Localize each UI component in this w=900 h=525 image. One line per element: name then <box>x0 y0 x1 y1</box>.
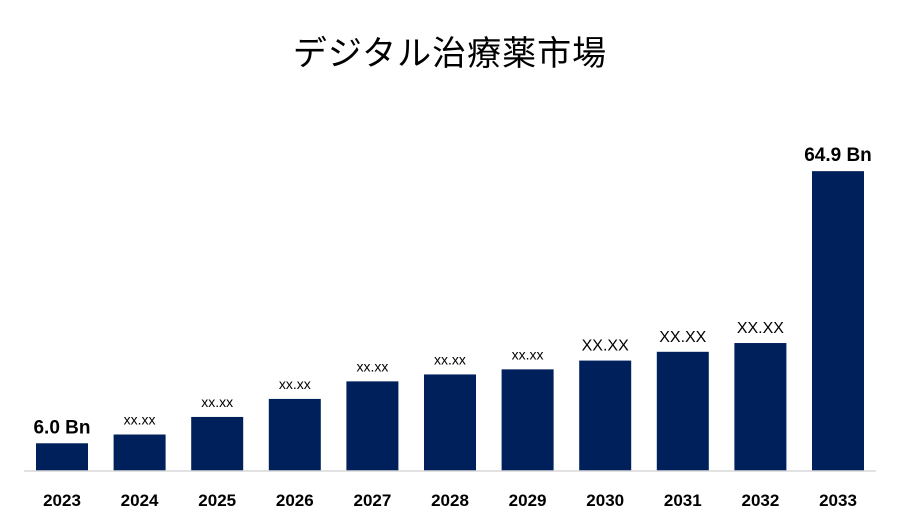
bar-2023 <box>36 443 88 471</box>
x-tick-labels-group: 2023 2024 2025 2026 2027 2028 2029 2030 2031 2032… <box>43 491 857 510</box>
data-label-2031: XX.XX <box>659 329 706 346</box>
x-tick-2023: 2023 <box>43 491 81 510</box>
bars-group <box>36 171 864 472</box>
bar-2025 <box>191 416 244 471</box>
x-tick-2027: 2027 <box>353 491 391 510</box>
data-label-2030: XX.XX <box>582 338 629 355</box>
data-label-2023: 6.0 Bn <box>33 417 90 438</box>
bar-2033 <box>812 171 864 472</box>
data-label-2032: XX.XX <box>737 320 784 337</box>
data-label-2024: xx.xx <box>124 412 156 428</box>
x-tick-2026: 2026 <box>276 491 314 510</box>
x-tick-2031: 2031 <box>664 491 702 510</box>
chart-title: デジタル治療薬市場 <box>292 34 608 74</box>
data-label-2029: xx.xx <box>512 346 544 362</box>
x-tick-2030: 2030 <box>586 491 624 510</box>
bar-2028 <box>424 374 476 471</box>
data-label-2025: xx.xx <box>201 394 233 410</box>
data-label-2026: xx.xx <box>279 376 311 392</box>
bar-2032 <box>734 343 787 471</box>
bar-2026 <box>268 398 321 471</box>
data-label-2027: xx.xx <box>356 358 388 374</box>
bar-2031 <box>656 351 709 471</box>
data-label-2033: 64.9 Bn <box>804 145 872 166</box>
x-tick-2024: 2024 <box>121 491 159 510</box>
x-tick-2029: 2029 <box>509 491 547 510</box>
x-tick-2025: 2025 <box>198 491 236 510</box>
data-labels-group: 6.0 Bn xx.xx xx.xx xx.xx xx.xx xx.xx xx.xx XX.X… <box>33 145 871 438</box>
bar-2024 <box>113 434 166 471</box>
x-tick-2032: 2032 <box>741 491 779 510</box>
x-tick-2028: 2028 <box>431 491 469 510</box>
bar-2029 <box>501 369 554 471</box>
x-tick-2033: 2033 <box>819 491 857 510</box>
bar-2027 <box>346 381 399 471</box>
bar-2030 <box>579 360 632 471</box>
data-label-2028: xx.xx <box>434 351 466 367</box>
